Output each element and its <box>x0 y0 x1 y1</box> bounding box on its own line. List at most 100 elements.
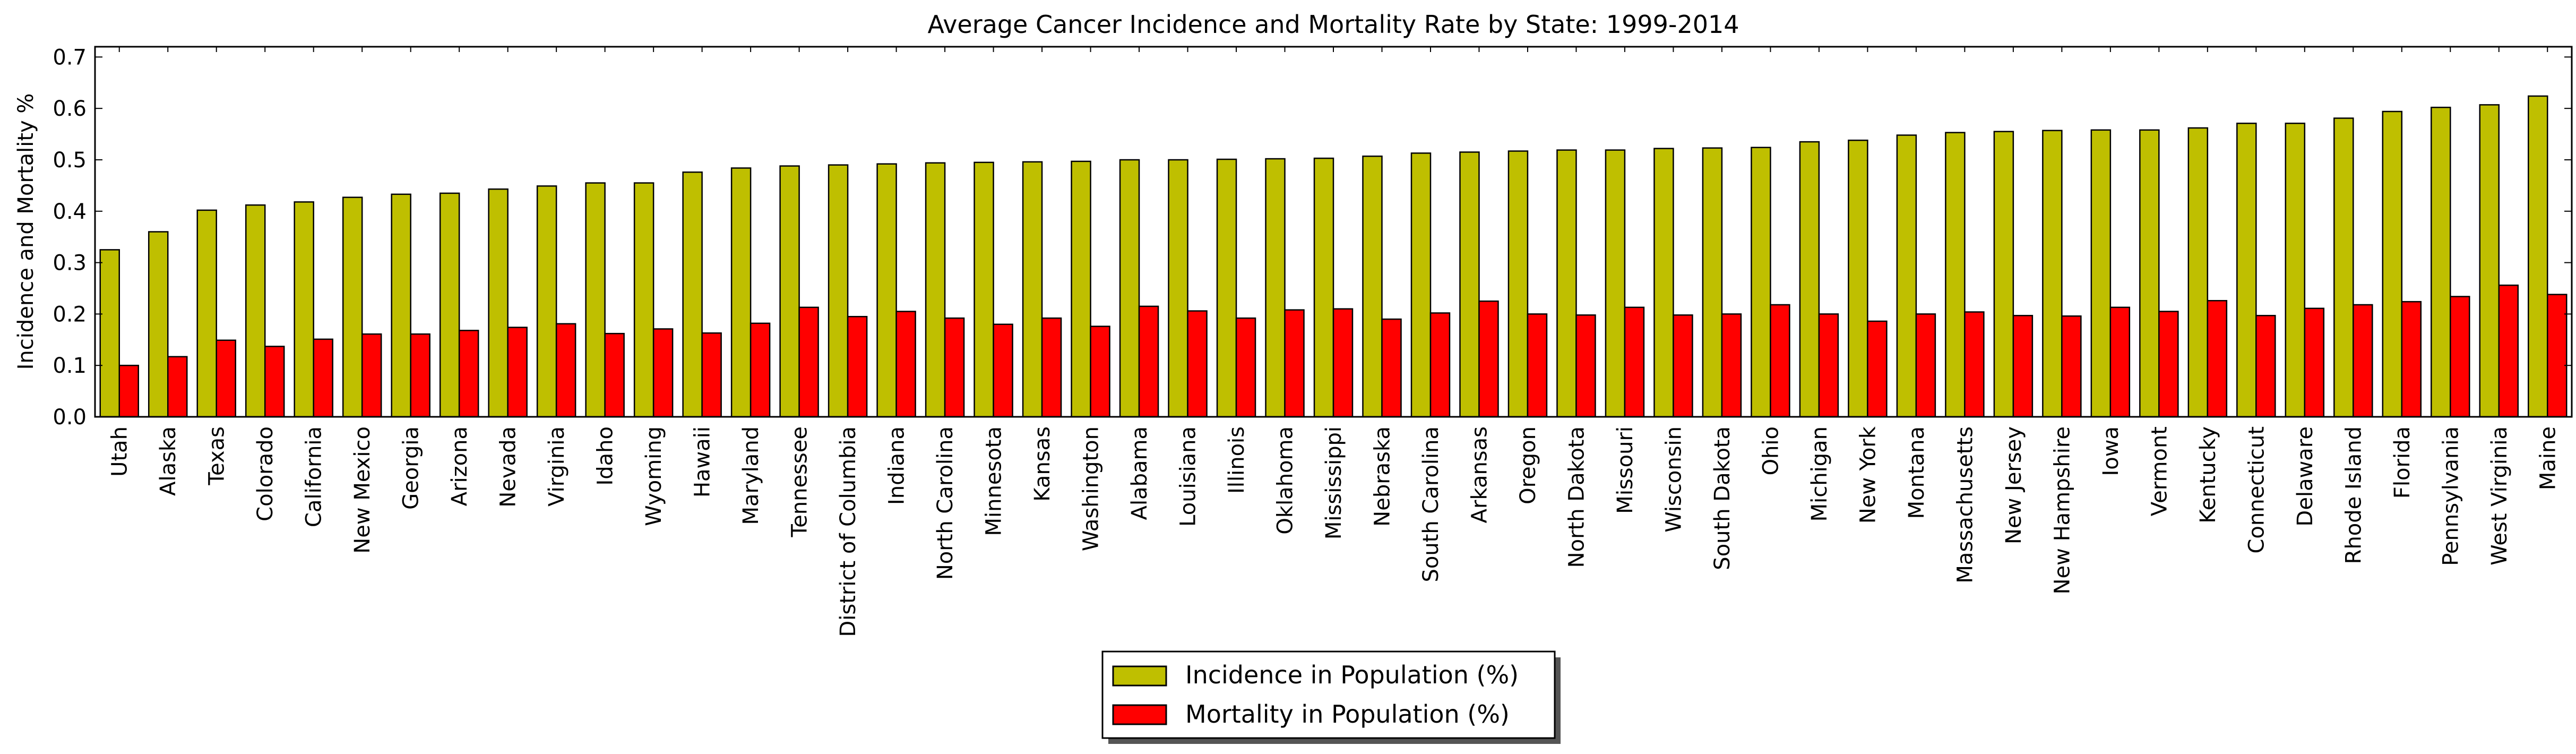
incidence-bar-minnesota <box>973 161 994 418</box>
mortality-bar-connecticut <box>2255 315 2276 418</box>
legend-swatch-incidence <box>1112 665 1167 687</box>
incidence-bar-new-jersey <box>1993 131 2014 418</box>
incidence-bar-nebraska <box>1362 155 1383 418</box>
mortality-bar-oregon <box>1527 313 1548 418</box>
y-axis-ticks: 0.0 0.1 0.2 0.3 0.4 0.5 0.6 0.7 <box>53 45 2572 430</box>
mortality-bar-missouri <box>1624 306 1645 418</box>
incidence-bar-illinois <box>1216 158 1237 418</box>
x-tick-label: Vermont <box>2147 426 2172 516</box>
mortality-bar-hawaii <box>701 332 722 418</box>
incidence-bar-maryland <box>730 167 752 418</box>
x-tick-label: Mississippi <box>1322 426 1346 539</box>
x-tick-label: Michigan <box>1807 426 1832 521</box>
y-tick-label: 0.1 <box>53 354 87 378</box>
mortality-bar-california <box>313 338 333 418</box>
mortality-bar-pennsylvania <box>2450 296 2470 418</box>
incidence-bar-arkansas <box>1459 151 1480 418</box>
x-tick-label: North Dakota <box>1564 426 1589 568</box>
mortality-bar-new-york <box>1867 320 1888 418</box>
incidence-bar-maine <box>2528 95 2548 418</box>
mortality-bar-idaho <box>604 332 625 418</box>
incidence-bar-kansas <box>1022 161 1043 418</box>
incidence-bar-georgia <box>391 193 411 418</box>
legend: Incidence in Population (%) Mortality in… <box>1101 650 1561 744</box>
x-tick-label: Iowa <box>2099 426 2123 476</box>
x-tick-label: Pennsylvania <box>2439 426 2463 566</box>
x-tick-label: Ohio <box>1759 426 1783 475</box>
mortality-bar-delaware <box>2304 307 2325 418</box>
incidence-bar-indiana <box>876 163 897 418</box>
x-tick-label: Tennessee <box>788 426 812 537</box>
mortality-bar-tennessee <box>798 306 819 418</box>
incidence-bar-vermont <box>2139 129 2160 418</box>
x-tick-label: Texas <box>205 426 229 486</box>
x-tick-label: Arizona <box>447 426 472 506</box>
x-axis-ticks: Utah Alaska Texas Colorado California New Mex… <box>108 47 2560 637</box>
incidence-bar-washington <box>1071 160 1091 418</box>
incidence-bar-nevada <box>488 188 509 418</box>
incidence-bar-south-carolina <box>1410 152 1432 418</box>
x-tick-label: Wyoming <box>642 426 666 526</box>
x-tick-label: Illinois <box>1225 426 1249 494</box>
x-tick-label: Rhode Island <box>2341 426 2366 564</box>
x-tick-label: New York <box>1856 426 1880 524</box>
x-tick-label: Georgia <box>399 426 424 510</box>
mortality-bar-washington <box>1090 325 1110 418</box>
incidence-bar-michigan <box>1799 141 1820 418</box>
y-axis-label: Incidence and Mortality % <box>14 93 38 370</box>
mortality-bar-kansas <box>1041 317 1062 418</box>
x-tick-label: West Virginia <box>2487 426 2512 566</box>
incidence-bar-north-dakota <box>1556 149 1577 418</box>
x-tick-label: Massachusetts <box>1953 426 1977 584</box>
incidence-bar-new-hampshire <box>2042 130 2063 418</box>
mortality-bar-wisconsin <box>1673 314 1693 418</box>
incidence-bar-new-mexico <box>342 196 363 418</box>
mortality-bar-vermont <box>2158 311 2179 418</box>
legend-swatch-mortality <box>1112 704 1167 725</box>
incidence-bar-virginia <box>536 185 557 418</box>
x-tick-label: Alabama <box>1127 426 1152 520</box>
x-tick-label: Oregon <box>1516 426 1540 504</box>
legend-box <box>1101 650 1556 739</box>
y-tick-label: 0.0 <box>53 405 87 430</box>
y-tick-label: 0.5 <box>53 148 87 173</box>
x-tick-label: Oklahoma <box>1273 426 1298 535</box>
x-tick-label: Maryland <box>739 426 763 525</box>
mortality-bar-north-carolina <box>944 317 965 418</box>
incidence-bar-south-dakota <box>1702 147 1723 418</box>
incidence-bar-oklahoma <box>1265 158 1286 418</box>
mortality-bar-illinois <box>1235 317 1256 418</box>
mortality-bar-maryland <box>749 322 771 418</box>
incidence-bar-district-of-columbia <box>828 164 849 418</box>
x-tick-label: Virginia <box>545 426 569 507</box>
mortality-bar-iowa <box>2109 306 2131 418</box>
mortality-bar-michigan <box>1818 313 1839 418</box>
mortality-bar-new-hampshire <box>2061 315 2082 418</box>
mortality-bar-nevada <box>507 327 528 418</box>
incidence-bar-north-carolina <box>925 162 946 418</box>
mortality-bar-texas <box>216 339 236 418</box>
x-tick-label: Arkansas <box>1467 426 1492 523</box>
x-tick-label: New Jersey <box>2002 426 2026 544</box>
mortality-bar-georgia <box>410 333 430 418</box>
mortality-bar-new-mexico <box>361 333 382 418</box>
legend-label-mortality: Mortality in Population (%) <box>1185 700 1510 729</box>
incidence-bar-california <box>294 201 314 418</box>
x-tick-label: Kentucky <box>2196 426 2220 524</box>
mortality-bar-nebraska <box>1381 318 1402 418</box>
x-tick-label: Missouri <box>1613 426 1638 514</box>
x-tick-label: South Dakota <box>1710 426 1735 570</box>
mortality-bar-rhode-island <box>2353 304 2373 418</box>
x-tick-label: Wisconsin <box>1661 426 1686 533</box>
x-tick-label: New Mexico <box>350 426 375 554</box>
incidence-bar-idaho <box>585 182 606 418</box>
x-tick-label: Nevada <box>496 426 521 508</box>
mortality-bar-mississippi <box>1332 308 1354 418</box>
x-tick-label: Indiana <box>885 426 909 505</box>
incidence-bar-mississippi <box>1313 157 1334 418</box>
mortality-bar-oklahoma <box>1284 309 1305 418</box>
incidence-bar-montana <box>1896 134 1917 418</box>
x-tick-label: Alaska <box>156 426 180 496</box>
incidence-bar-oregon <box>1507 150 1529 418</box>
y-tick-label: 0.2 <box>53 302 87 327</box>
